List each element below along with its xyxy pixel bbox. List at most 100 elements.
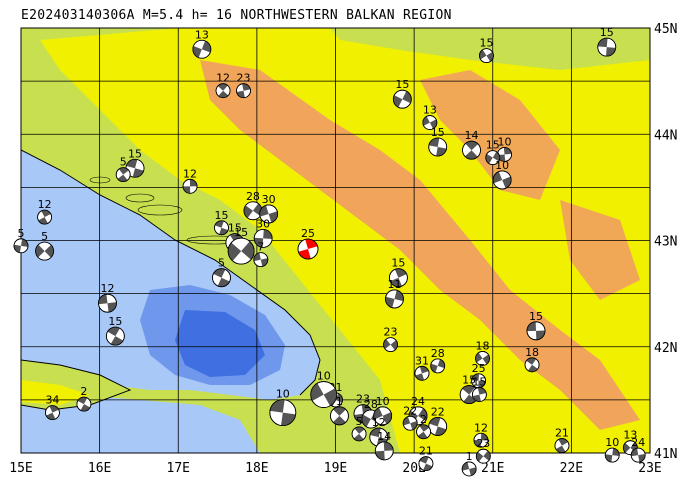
focal-mechanism [461, 461, 477, 477]
depth-label: 24 [411, 395, 425, 408]
focal-mechanism [554, 438, 570, 453]
lon-label: 21E [481, 461, 504, 476]
depth-label: 10 [317, 370, 331, 383]
depth-label: 12 [216, 72, 230, 85]
depth-label: 18 [525, 346, 539, 359]
main-event-mechanism [297, 238, 319, 260]
depth-label: 22 [403, 404, 417, 417]
depth-label: 34 [45, 394, 59, 407]
focal-mechanism [388, 268, 408, 288]
lon-label: 17E [167, 461, 190, 476]
depth-label: 14 [377, 430, 391, 443]
depth-label: 30 [262, 193, 276, 206]
depth-label: 23 [356, 393, 370, 406]
focal-mechanism [392, 89, 412, 109]
focal-mechanism [374, 441, 394, 461]
focal-mechanism [98, 293, 117, 313]
lon-label: 22E [560, 461, 583, 476]
depth-label: 1 [466, 450, 473, 463]
depth-label: 12 [100, 282, 114, 295]
lat-lon-grid [21, 28, 650, 453]
focal-mechanism [524, 357, 540, 373]
depth-label: 13 [623, 429, 637, 442]
depth-label: 31 [415, 354, 429, 367]
depth-label: 15 [214, 209, 228, 222]
depth-label: 15 [395, 78, 409, 91]
focal-mechanism [37, 209, 52, 225]
depth-label: 5 [356, 415, 363, 428]
focal-mechanism [105, 326, 125, 346]
depth-label: 15 [479, 37, 493, 50]
depth-label: 5 [218, 257, 225, 270]
depth-label: 11 [387, 278, 401, 291]
depth-label: 12 [183, 167, 197, 180]
depth-label: 15 [431, 126, 445, 139]
focal-mechanism [462, 140, 481, 160]
depth-label: 30 [256, 217, 270, 230]
focal-mechanism [473, 432, 489, 448]
depth-label: 28 [246, 190, 260, 203]
lat-label: 43N [654, 235, 677, 250]
focal-mechanism [351, 426, 367, 442]
depth-label: 18 [476, 339, 490, 352]
lon-label: 19E [324, 461, 347, 476]
depth-label: 13 [423, 104, 437, 117]
focal-mechanism [414, 365, 430, 381]
depth-label: 23 [237, 72, 251, 85]
depth-label: 23 [476, 437, 490, 450]
depth-label: 14 [465, 129, 479, 142]
depth-label: 21 [555, 427, 569, 440]
depth-label: 25 [472, 362, 486, 375]
depth-label: 5 [18, 227, 25, 240]
depth-label: 10 [605, 436, 619, 449]
depth-label: 10 [495, 159, 509, 172]
highland-patch [420, 70, 560, 200]
lat-label: 45N [654, 22, 677, 37]
depth-label: 15 [529, 310, 543, 323]
highland-patch [560, 200, 640, 300]
focal-mechanism [125, 158, 145, 178]
focal-mechanism [182, 178, 198, 194]
focal-mechanism [215, 83, 231, 99]
depth-label: 12 [38, 198, 52, 211]
axis-labels: 15E 16E 17E 18E 19E 20E 21E 22E 23E45N44N43N42N4… [9, 22, 677, 476]
depth-label: 24 [631, 436, 645, 449]
depth-label: 28 [364, 398, 378, 411]
lat-label: 41N [654, 447, 677, 462]
focal-mechanism [430, 358, 446, 374]
depth-label: 22 [431, 405, 445, 418]
focal-mechanism [475, 448, 491, 464]
depth-label: 15 [486, 139, 500, 152]
depth-label: 10 [498, 135, 512, 148]
depth-label: 15 [108, 315, 122, 328]
focal-mechanism [330, 406, 349, 426]
focal-mechanism [422, 115, 438, 130]
focal-mechanism [485, 150, 501, 166]
depth-label: 1 [336, 395, 343, 408]
depth-label: 15 [462, 374, 476, 387]
focal-mechanism [373, 406, 393, 426]
depth-label: 5 [41, 230, 48, 243]
italy-upland [21, 380, 90, 405]
depth-label: 28 [431, 347, 445, 360]
lat-label: 44N [654, 128, 677, 143]
focal-mechanism [492, 170, 512, 190]
focal-mechanism [76, 396, 92, 412]
lon-label: 18E [245, 461, 268, 476]
focal-mechanism [471, 373, 486, 389]
lon-label: 15E [9, 461, 32, 476]
map-title: E202403140306A M=5.4 h= 16 NORTHWESTERN … [21, 8, 452, 23]
island [137, 204, 183, 216]
focal-mechanism [13, 238, 29, 254]
focal-mechanism [479, 48, 494, 64]
depth-label: 12 [372, 416, 386, 429]
depth-label: 15 [391, 257, 405, 270]
depth-label: 2 [420, 413, 427, 426]
focal-mechanism [630, 447, 646, 463]
focal-mechanism [402, 415, 418, 431]
focal-mechanism [192, 39, 212, 59]
depth-label: 10 [376, 395, 390, 408]
focal-mechanism [35, 241, 54, 261]
focal-mechanism [269, 399, 297, 427]
